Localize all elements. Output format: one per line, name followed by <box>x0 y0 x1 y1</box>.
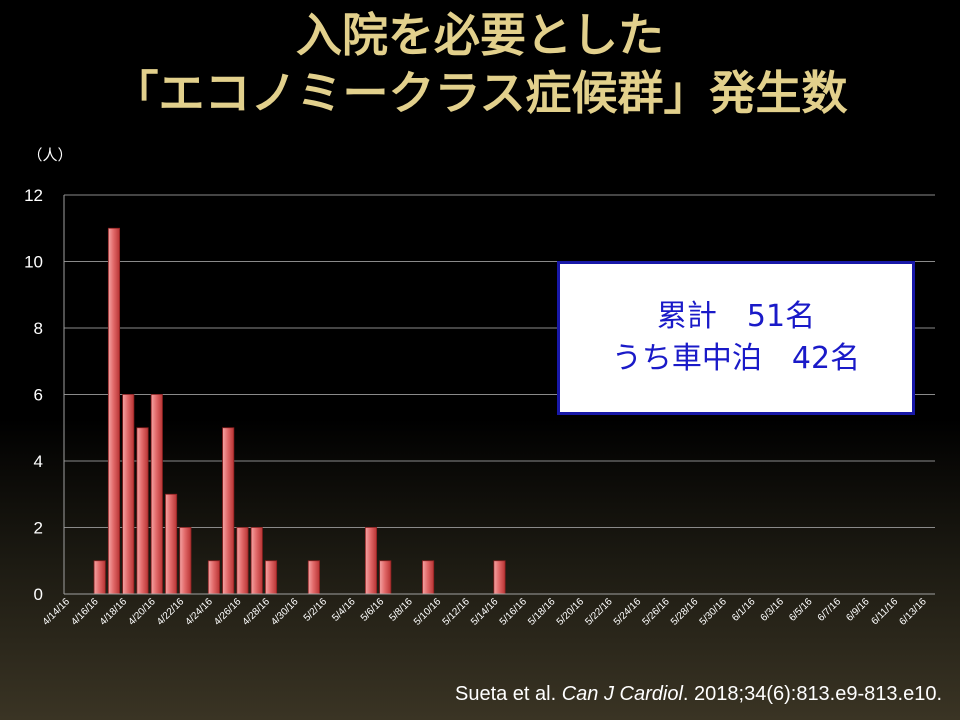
x-tick-label: 5/24/16 <box>612 596 644 628</box>
x-tick-label: 5/14/16 <box>469 596 501 628</box>
x-tick-label: 5/18/16 <box>526 596 558 628</box>
car-overnight-count-text: うち車中泊 42名 <box>611 341 861 376</box>
y-axis-label: （人） <box>27 146 72 164</box>
x-tick-label: 6/5/16 <box>787 596 815 624</box>
x-tick-label: 5/6/16 <box>359 596 387 624</box>
bar-4/28/16 <box>265 560 278 595</box>
x-tick-label: 5/12/16 <box>441 596 473 628</box>
bar-4/22/16 <box>179 527 192 595</box>
citation-authors: Sueta et al. <box>454 683 562 705</box>
x-tick-label: 4/30/16 <box>269 596 301 628</box>
bar-4/18/16 <box>122 394 135 595</box>
bar-5/9/16 <box>422 560 435 595</box>
x-tick-label: 5/26/16 <box>640 596 672 628</box>
x-tick-label: 6/7/16 <box>816 596 844 624</box>
x-tick-label: 4/22/16 <box>155 596 187 628</box>
x-tick-label: 5/20/16 <box>555 596 587 628</box>
x-tick-label: 5/30/16 <box>698 596 730 628</box>
x-tick-label: 6/3/16 <box>759 596 787 624</box>
grid-lines <box>64 194 935 528</box>
total-count-text: 累計 51名 <box>656 299 816 334</box>
y-tick-label: 2 <box>34 519 43 538</box>
y-tick-label: 8 <box>34 319 43 338</box>
bar-4/27/16 <box>250 527 263 595</box>
x-tick-label: 4/28/16 <box>241 596 273 628</box>
bar-4/25/16 <box>222 427 235 595</box>
x-tick-label: 4/20/16 <box>126 596 158 628</box>
title-line-1: 入院を必要とした <box>296 8 664 62</box>
x-tick-label: 4/24/16 <box>184 596 216 628</box>
y-tick-label: 6 <box>34 386 43 405</box>
axes <box>63 195 935 595</box>
title-line-2: 「エコノミークラス症候群」発生数 <box>112 66 848 120</box>
x-tick-label: 5/16/16 <box>498 596 530 628</box>
bar-5/6/16 <box>379 560 392 595</box>
bar-5/1/16 <box>307 560 320 595</box>
x-tick-label: 6/13/16 <box>897 596 929 628</box>
x-tick-label: 5/10/16 <box>412 596 444 628</box>
bar-4/26/16 <box>236 527 249 595</box>
bars <box>93 227 506 595</box>
y-tick-labels: 0 2 4 6 8 10 12 <box>24 186 43 604</box>
bar-4/17/16 <box>107 227 121 595</box>
x-tick-label: 4/26/16 <box>212 596 244 628</box>
x-tick-labels: 4/14/164/16/164/18/164/20/164/22/164/24/… <box>41 596 929 628</box>
bar-5/14/16 <box>493 560 506 595</box>
bar-4/16/16 <box>93 560 106 595</box>
bar-4/21/16 <box>165 493 178 595</box>
y-tick-label: 0 <box>34 585 43 604</box>
citation: Sueta et al. Can J Cardiol. 2018;34(6):8… <box>455 683 942 706</box>
y-tick-label: 10 <box>24 253 43 272</box>
x-tick-label: 6/9/16 <box>844 596 872 624</box>
y-tick-label: 4 <box>34 452 43 471</box>
x-tick-label: 6/1/16 <box>730 596 758 624</box>
x-tick-label: 4/18/16 <box>98 596 130 628</box>
bar-4/20/16 <box>150 394 163 595</box>
x-tick-label: 6/11/16 <box>869 596 900 627</box>
citation-journal: Can J Cardiol <box>561 683 683 705</box>
x-tick-label: 5/4/16 <box>330 596 358 624</box>
bar-5/5/16 <box>364 527 378 595</box>
x-tick-label: 5/2/16 <box>302 596 330 624</box>
x-tick-label: 4/14/16 <box>41 596 73 628</box>
citation-details: . 2018;34(6):813.e9-813.e10. <box>682 683 942 705</box>
bar-4/24/16 <box>207 560 220 595</box>
y-tick-label: 12 <box>24 186 43 205</box>
x-tick-label: 5/28/16 <box>669 596 701 628</box>
x-tick-label: 5/22/16 <box>583 596 615 628</box>
x-tick-label: 4/16/16 <box>69 596 101 628</box>
bar-4/19/16 <box>136 427 149 595</box>
total-count-box: 累計 51名 うち車中泊 42名 <box>557 261 915 415</box>
